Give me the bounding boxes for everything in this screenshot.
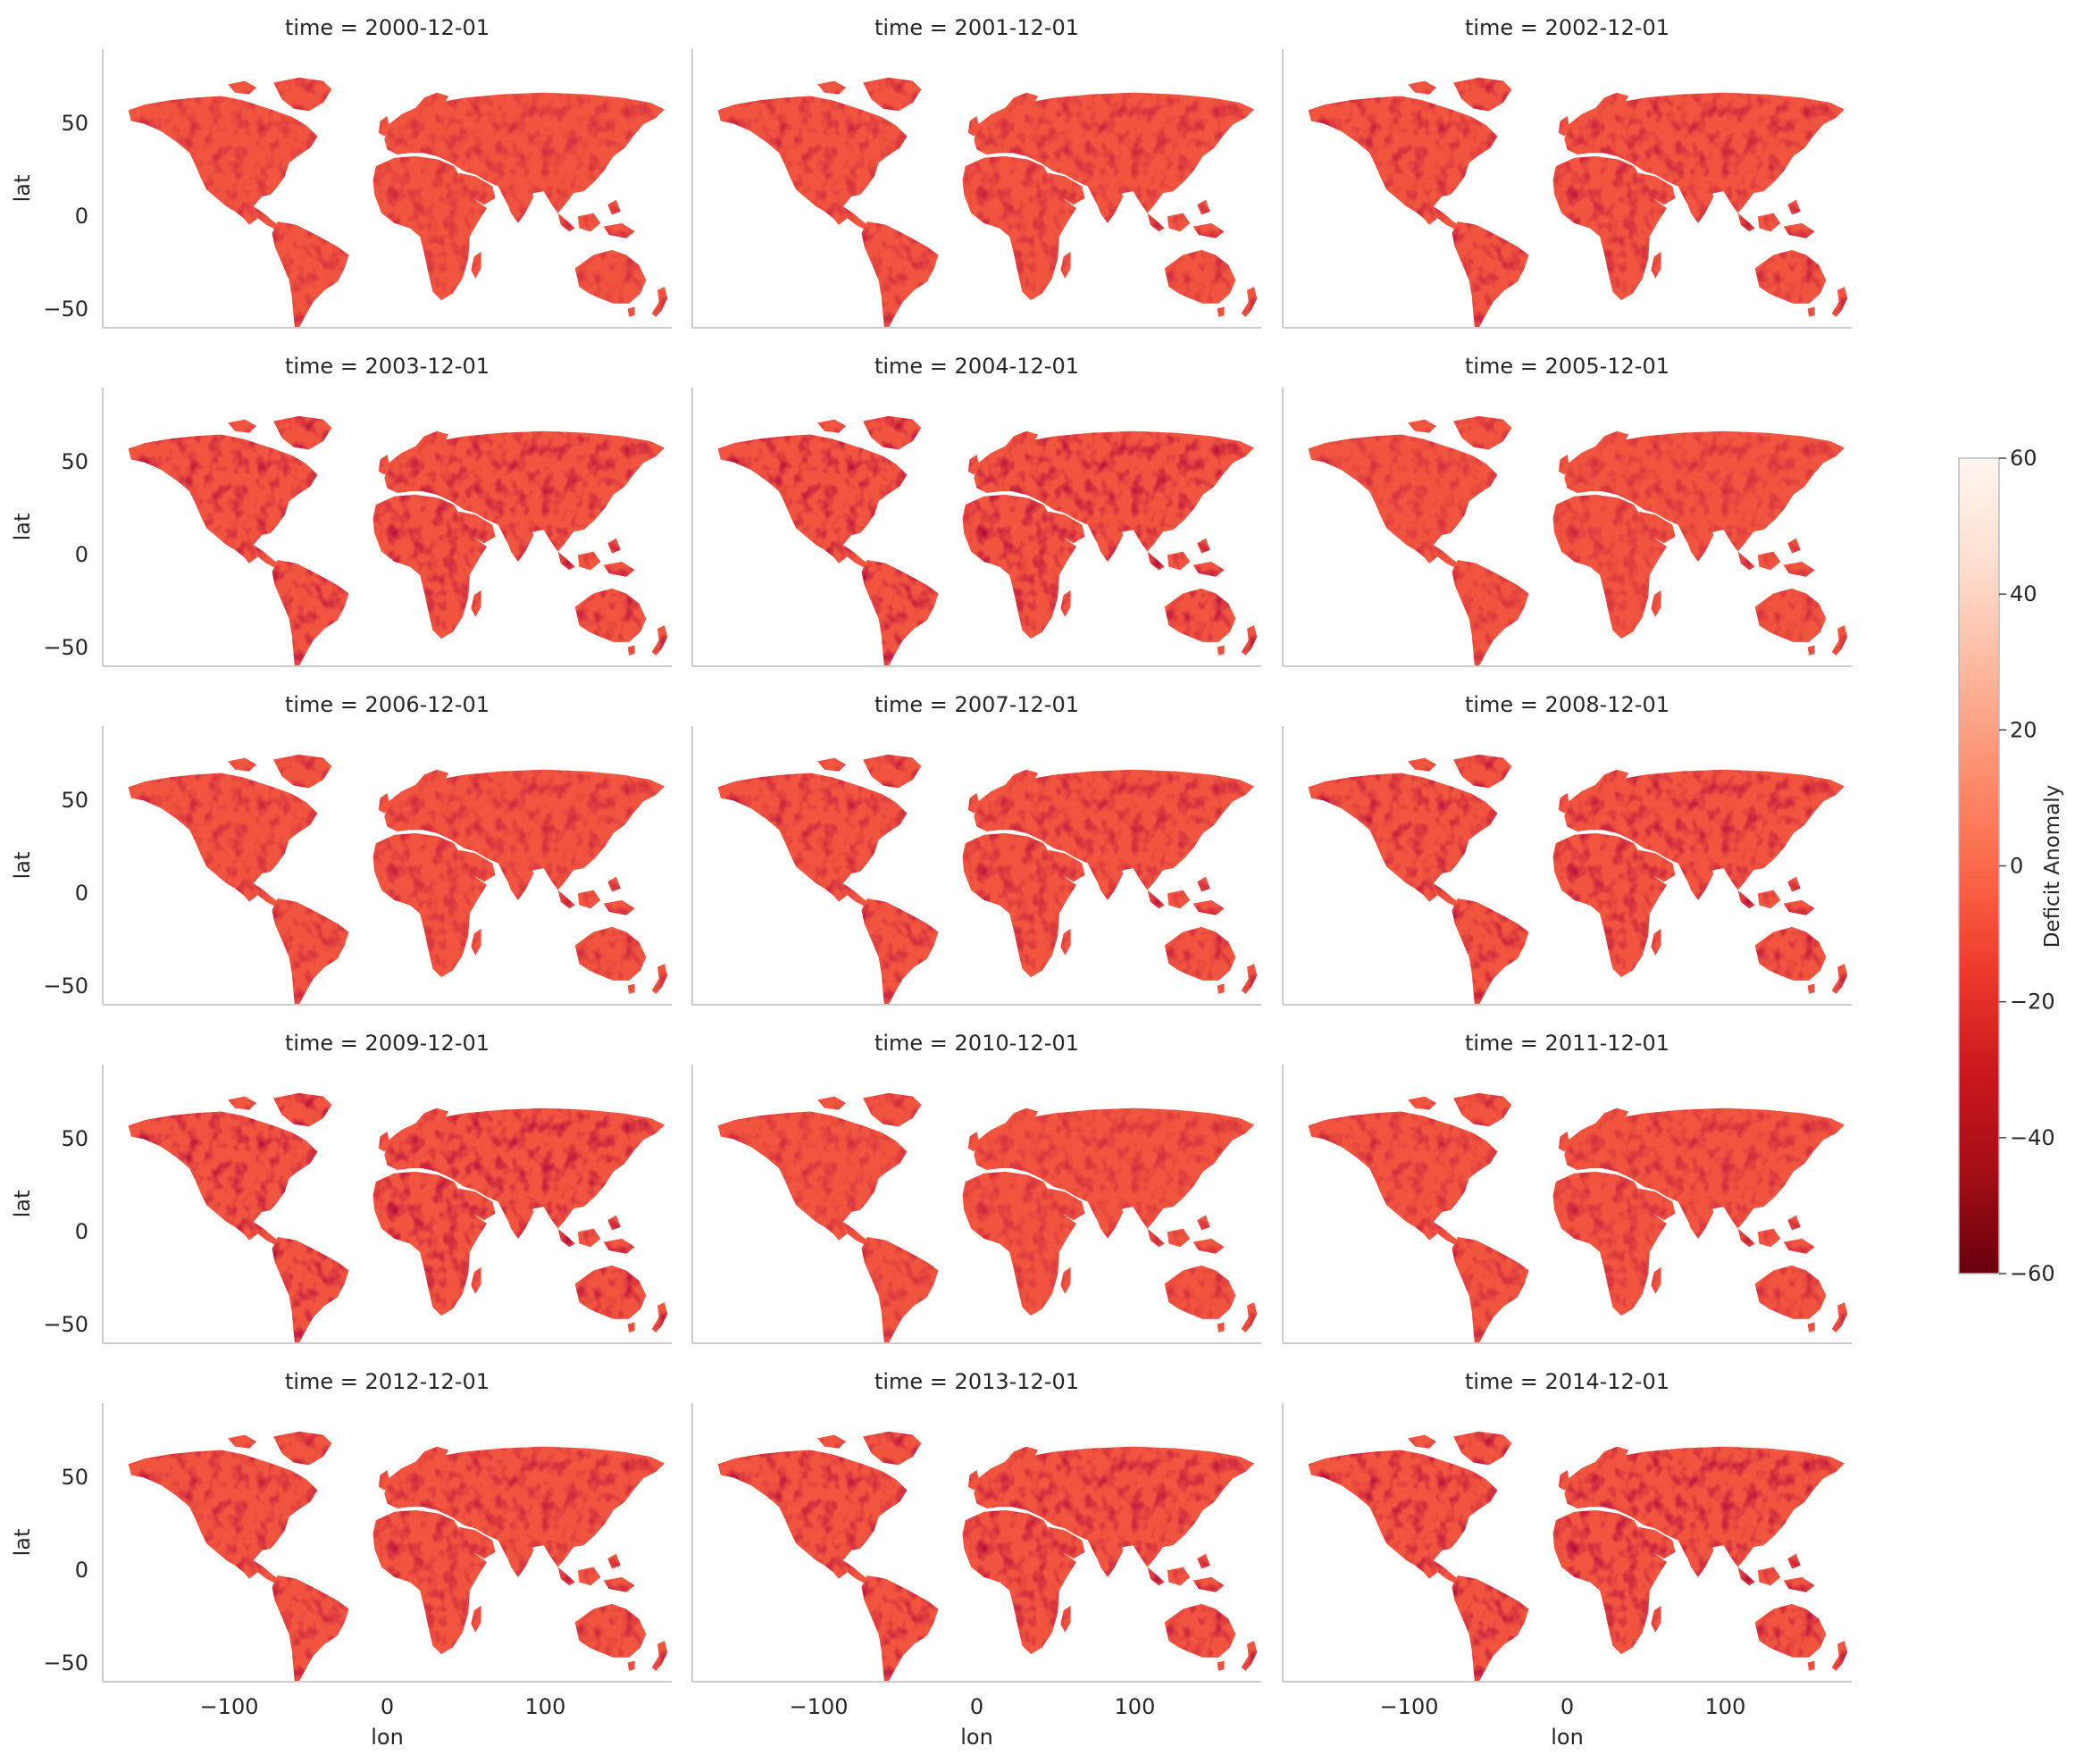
colorbar-tick-label: −60 [2010,1261,2055,1286]
y-axis-label: lat [10,175,35,203]
panel-title: time = 2006-12-01 [285,692,489,717]
y-tick-label: 50 [61,788,88,813]
anomaly-texture [1308,754,1848,1005]
panel-title: time = 2014-12-01 [1465,1369,1669,1394]
map-panel: time = 2002-12-01 [1282,15,1852,329]
panel-title: time = 2005-12-01 [1465,354,1669,379]
colorbar-tick-label: 20 [2010,717,2037,742]
map-panel: time = 2008-12-01 [1282,692,1852,1006]
y-tick-label: 50 [61,111,88,136]
x-tick-label: 0 [970,1694,983,1719]
x-axis-label: lon [1551,1725,1584,1750]
map-panel: time = 2013-12-01 −100 0 100 lon [691,1369,1261,1750]
anomaly-texture [1308,1431,1848,1682]
map-panel: time = 2004-12-01 [691,354,1261,667]
colorbar-label: Deficit Anomaly [2041,785,2064,948]
anomaly-texture [1308,77,1848,328]
x-tick-label: −100 [200,1694,259,1719]
x-tick-label: −100 [790,1694,849,1719]
map-panel: time = 2000-12-01 50 0 −50 lat [10,15,672,329]
y-tick-label: 50 [61,449,88,474]
x-axis-label: lon [960,1725,993,1750]
y-tick-label: −50 [43,1312,88,1337]
anomaly-texture [128,77,668,328]
map-panel: time = 2014-12-01 −100 0 100 lon [1282,1369,1852,1750]
x-tick-label: 100 [1705,1694,1746,1719]
y-axis-label: lat [10,1191,35,1218]
anomaly-texture [128,415,668,666]
map-panel: time = 2011-12-01 [1282,1031,1852,1344]
anomaly-texture [717,754,1258,1005]
colorbar-tick-label: 60 [2010,446,2037,471]
panel-title: time = 2013-12-01 [874,1369,1079,1394]
map-panels: time = 2000-12-01 50 0 −50 lat time = 2001-12… [10,15,1852,1750]
panel-title: time = 2012-12-01 [285,1369,489,1394]
map-panel: time = 2001-12-01 [691,15,1261,329]
y-tick-label: −50 [43,973,88,998]
colorbar-gradient [1958,457,2000,1274]
y-tick-label: −50 [43,297,88,322]
map-panel: time = 2010-12-01 [691,1031,1261,1344]
colorbar-tick-label: 40 [2010,581,2037,606]
y-axis-label: lat [10,1529,35,1557]
x-tick-label: −100 [1380,1694,1439,1719]
panel-title: time = 2004-12-01 [874,354,1079,379]
panel-title: time = 2009-12-01 [285,1031,489,1056]
y-tick-label: −50 [43,635,88,660]
x-tick-label: 0 [1560,1694,1574,1719]
map-panel: time = 2012-12-01 50 0 −50 lat −100 0 100 lon [10,1369,672,1750]
y-tick-label: 0 [75,881,88,906]
colorbar-ticks: 60 40 20 0 −20 −40 −60 [1999,446,2055,1286]
x-tick-label: 100 [525,1694,566,1719]
map-panel: time = 2003-12-01 50 0 −50 lat [10,354,672,667]
anomaly-texture [128,1431,668,1682]
anomaly-texture [1308,415,1848,666]
panel-title: time = 2008-12-01 [1465,692,1669,717]
panel-title: time = 2003-12-01 [285,354,489,379]
colorbar-tick-label: 0 [2010,854,2023,879]
y-tick-label: 0 [75,1558,88,1583]
anomaly-texture [717,1431,1258,1682]
panel-title: time = 2010-12-01 [874,1031,1079,1056]
x-tick-label: 100 [1115,1694,1156,1719]
map-panel: time = 2005-12-01 [1282,354,1852,667]
anomaly-texture [717,415,1258,666]
map-panel: time = 2006-12-01 50 0 −50 lat [10,692,672,1006]
colorbar-tick-label: −40 [2010,1125,2055,1150]
y-tick-label: −50 [43,1650,88,1675]
panel-title: time = 2011-12-01 [1465,1031,1669,1056]
x-axis-label: lon [371,1725,404,1750]
map-panel: time = 2007-12-01 [691,692,1261,1006]
y-tick-label: 0 [75,542,88,567]
y-tick-label: 50 [61,1465,88,1490]
y-axis-label: lat [10,514,35,541]
colorbar-tick-label: −20 [2010,990,2055,1015]
y-tick-label: 0 [75,204,88,229]
y-tick-label: 0 [75,1219,88,1244]
panel-title: time = 2007-12-01 [874,692,1079,717]
anomaly-texture [717,77,1258,328]
panel-title: time = 2000-12-01 [285,15,489,40]
y-axis-label: lat [10,852,35,880]
colorbar: 60 40 20 0 −20 −40 −60 Deficit Anomaly [1958,446,2064,1286]
anomaly-texture [128,754,668,1005]
map-panel: time = 2009-12-01 50 0 −50 lat [10,1031,672,1344]
anomaly-texture [1308,1092,1848,1343]
panel-title: time = 2001-12-01 [874,15,1079,40]
panel-title: time = 2002-12-01 [1465,15,1669,40]
anomaly-texture [128,1092,668,1343]
y-tick-label: 50 [61,1126,88,1151]
anomaly-texture [717,1092,1258,1343]
x-tick-label: 0 [381,1694,394,1719]
